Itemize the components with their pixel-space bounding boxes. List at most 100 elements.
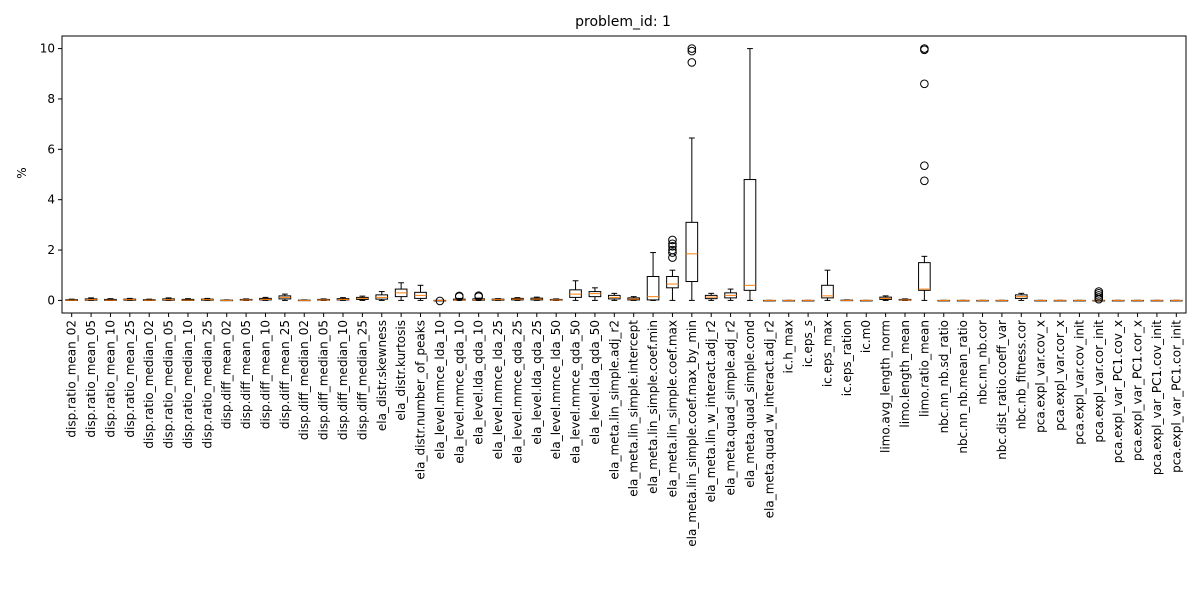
x-tick-label: pca.expl_var_PC1.cov_x — [1111, 320, 1125, 463]
outlier-point — [454, 291, 464, 301]
box-group — [472, 291, 485, 301]
box-group — [201, 297, 214, 301]
outlier-point — [687, 46, 697, 56]
x-tick-label: pca.expl_var.cov_init — [1072, 320, 1086, 445]
box-group — [646, 252, 660, 301]
iqr-box — [743, 179, 757, 291]
x-tick-label: nbc.nb_fitness.cor — [1014, 320, 1028, 429]
x-tick-label: ela_level.mmce_qda_25 — [510, 320, 524, 464]
x-tick-label: ela_meta.quad_w_interact.adj_r2 — [762, 320, 776, 518]
x-tick-label: disp.diff_mean_05 — [239, 320, 253, 429]
box-group — [685, 44, 699, 301]
x-tick-label: ic.eps_s — [801, 320, 815, 367]
x-tick-label: disp.diff_mean_02 — [220, 320, 234, 429]
y-tick-label: 4 — [47, 193, 55, 207]
x-tick-label: disp.ratio_mean_10 — [103, 320, 117, 438]
box-group — [1092, 287, 1106, 304]
x-tick-label: ela_meta.quad_simple.cond — [743, 320, 757, 488]
outlier-point — [687, 44, 697, 53]
x-tick-label: limo.avg_length_norm — [879, 320, 893, 453]
outlier-point — [920, 161, 929, 170]
box-group — [220, 299, 234, 302]
box-group — [1150, 299, 1164, 302]
box-group — [511, 297, 524, 301]
x-tick-label: pca.expl_var_PC1.cor_x — [1131, 320, 1145, 461]
x-tick-label: ela_level.mmce_lda_10 — [433, 320, 447, 459]
iqr-box — [685, 221, 699, 283]
x-tick-label: disp.ratio_median_25 — [200, 320, 214, 449]
x-tick-label: ela_distr.number_of_peaks — [414, 320, 428, 480]
box-group — [452, 291, 466, 301]
outlier-point — [920, 44, 929, 53]
x-tick-label: disp.diff_mean_10 — [258, 320, 272, 429]
box-group — [1053, 299, 1067, 302]
x-tick-label: pca.expl_var_PC1.cov_init — [1150, 320, 1164, 475]
outlier-point — [668, 245, 677, 255]
x-tick-label: ela_meta.lin_simple.coef.max — [665, 320, 679, 497]
iqr-box — [821, 284, 834, 299]
outlier-point — [920, 79, 929, 89]
x-tick-label: disp.diff_mean_25 — [278, 320, 292, 429]
box-group — [1169, 299, 1183, 302]
box-group — [123, 297, 137, 301]
box-group — [394, 282, 408, 301]
y-tick-label: 10 — [40, 42, 55, 56]
box-group — [491, 298, 505, 301]
x-tick-label: ela_level.mmce_qda_50 — [569, 320, 583, 464]
x-axis: disp.ratio_mean_02 disp.ratio_mean_05 disp… — [65, 313, 1183, 547]
x-tick-label: ela_distr.skewness — [375, 320, 389, 431]
box-group — [995, 299, 1009, 302]
x-tick-label: nbc.dist_ratio.coeff_var — [995, 320, 1009, 460]
y-axis-label: % — [15, 167, 29, 178]
x-tick-label: ela_meta.lin_simple.adj_r2 — [607, 320, 621, 480]
iqr-box — [918, 262, 931, 291]
y-tick-label: 6 — [47, 142, 55, 156]
x-tick-label: ela_level.mmce_lda_25 — [491, 320, 505, 459]
x-tick-label: pca.expl_var.cor_x — [1053, 320, 1067, 431]
iqr-box — [569, 289, 582, 298]
x-tick-label: ela_level.lda_qda_25 — [530, 320, 544, 445]
outlier-point — [1094, 291, 1104, 300]
outlier-point — [668, 239, 677, 249]
outlier-point — [435, 296, 445, 306]
outlier-point — [668, 235, 677, 245]
x-tick-label: nbc.nn_nb.mean_ratio — [956, 320, 970, 454]
x-tick-label: ela_level.lda_qda_50 — [588, 320, 602, 445]
box-group — [569, 280, 582, 301]
x-tick-label: ela_level.lda_qda_10 — [472, 320, 486, 445]
x-tick-label: limo.length_mean — [898, 320, 912, 428]
x-tick-label: ela_meta.quad_simple.adj_r2 — [724, 320, 738, 496]
box-group — [1131, 299, 1144, 302]
box-group — [801, 299, 815, 302]
x-tick-label: disp.ratio_mean_02 — [65, 320, 79, 438]
box-group — [1014, 292, 1028, 301]
plot-frame — [61, 35, 1187, 314]
x-tick-label: ela_meta.lin_w_interact.adj_r2 — [704, 320, 718, 502]
x-tick-label: ic.eps_ration — [840, 320, 854, 396]
x-tick-label: ela_level.mmce_qda_10 — [452, 320, 466, 464]
x-tick-label: pca.expl_var.cov_x — [1034, 320, 1048, 433]
box-group — [433, 296, 447, 306]
x-tick-label: disp.diff_median_25 — [355, 320, 369, 440]
box-group — [588, 287, 602, 301]
x-tick-label: limo.ratio_mean — [917, 320, 931, 417]
x-tick-label: ic.h_max — [782, 320, 796, 374]
outlier-point — [920, 176, 929, 186]
x-tick-label: ic.eps_max — [820, 320, 834, 387]
iqr-box — [588, 291, 602, 298]
x-tick-label: disp.ratio_median_02 — [142, 320, 156, 449]
y-axis: 0 2 4 6 8 10 — [40, 42, 62, 307]
x-tick-label: nbc.nn_nb.sd_ratio — [937, 320, 951, 433]
x-tick-label: disp.diff_median_02 — [297, 320, 311, 440]
box-group — [297, 299, 311, 302]
box-group — [821, 269, 834, 301]
box-group — [607, 292, 621, 301]
box-group — [549, 298, 563, 301]
box-group — [859, 299, 873, 302]
x-tick-label: nbc.nn_nb.cor — [976, 320, 990, 405]
box-group — [1034, 299, 1047, 302]
box-group — [142, 298, 156, 301]
x-tick-label: pca.expl_var.cor_init — [1092, 320, 1106, 443]
outlier-point — [474, 291, 483, 300]
x-tick-label: disp.ratio_mean_25 — [123, 320, 137, 438]
